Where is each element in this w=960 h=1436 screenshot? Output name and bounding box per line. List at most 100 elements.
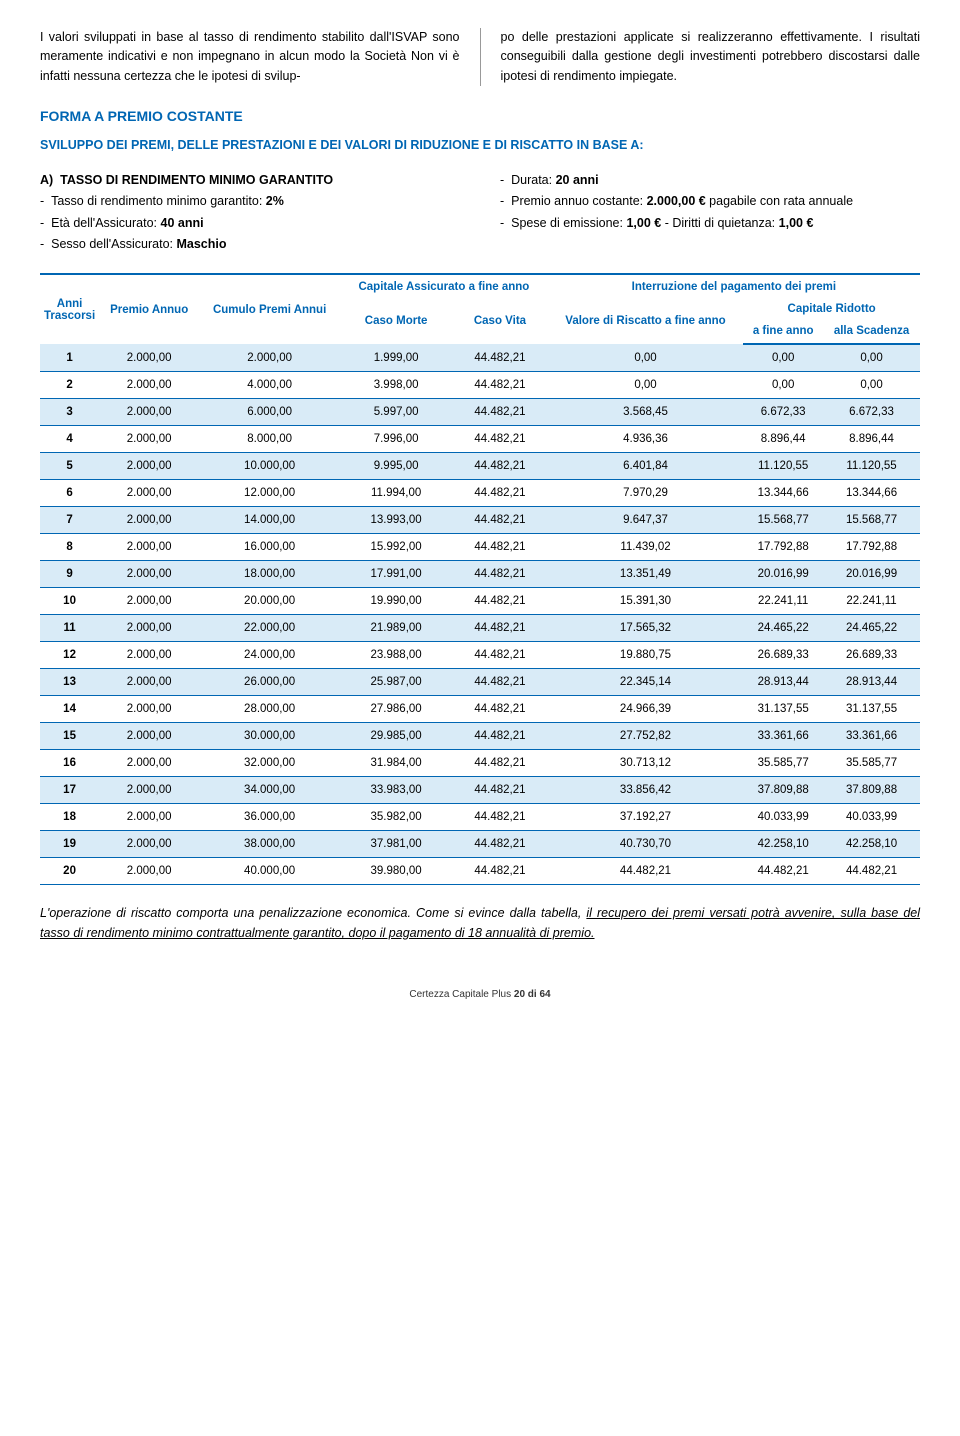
table-cell: 6.000,00 bbox=[199, 399, 340, 426]
table-cell: 11.994,00 bbox=[340, 480, 452, 507]
table-cell: 35.585,77 bbox=[823, 750, 920, 777]
table-cell: 18.000,00 bbox=[199, 561, 340, 588]
table-cell: 31.984,00 bbox=[340, 750, 452, 777]
table-cell: 44.482,21 bbox=[452, 588, 548, 615]
table-cell: 31.137,55 bbox=[743, 696, 823, 723]
table-cell: 11.120,55 bbox=[743, 453, 823, 480]
sc-l1-pre: Tasso di rendimento minimo garantito: bbox=[51, 194, 266, 208]
table-cell: 4.936,36 bbox=[548, 426, 744, 453]
table-row: 162.000,0032.000,0031.984,0044.482,2130.… bbox=[40, 750, 920, 777]
footnote-pre: L'operazione di riscatto comporta una pe… bbox=[40, 906, 586, 920]
table-cell: 16.000,00 bbox=[199, 534, 340, 561]
table-cell: 1 bbox=[40, 344, 99, 372]
table-cell: 44.482,21 bbox=[452, 696, 548, 723]
table-cell: 17.792,88 bbox=[743, 534, 823, 561]
table-cell: 1.999,00 bbox=[340, 344, 452, 372]
sc-r2-val: 2.000,00 € bbox=[647, 194, 706, 208]
table-row: 62.000,0012.000,0011.994,0044.482,217.97… bbox=[40, 480, 920, 507]
table-cell: 2.000,00 bbox=[99, 344, 199, 372]
table-cell: 44.482,21 bbox=[452, 669, 548, 696]
th-fineanno: a fine anno bbox=[743, 319, 823, 344]
table-cell: 2.000,00 bbox=[99, 750, 199, 777]
table-cell: 36.000,00 bbox=[199, 804, 340, 831]
table-cell: 28.000,00 bbox=[199, 696, 340, 723]
table-cell: 10 bbox=[40, 588, 99, 615]
table-cell: 24.465,22 bbox=[823, 615, 920, 642]
table-row: 92.000,0018.000,0017.991,0044.482,2113.3… bbox=[40, 561, 920, 588]
table-cell: 11.439,02 bbox=[548, 534, 744, 561]
th-riscatto: Valore di Riscatto a fine anno bbox=[548, 297, 744, 344]
sc-r2-post: pagabile con rata annuale bbox=[706, 194, 853, 208]
table-row: 102.000,0020.000,0019.990,0044.482,2115.… bbox=[40, 588, 920, 615]
table-cell: 16 bbox=[40, 750, 99, 777]
table-cell: 0,00 bbox=[743, 372, 823, 399]
table-cell: 2.000,00 bbox=[99, 588, 199, 615]
table-cell: 9 bbox=[40, 561, 99, 588]
table-cell: 19 bbox=[40, 831, 99, 858]
table-cell: 2.000,00 bbox=[99, 696, 199, 723]
page-footer: Certezza Capitale Plus 20 di 64 bbox=[40, 989, 920, 1000]
table-cell: 44.482,21 bbox=[452, 426, 548, 453]
table-cell: 39.980,00 bbox=[340, 858, 452, 885]
table-cell: 13.993,00 bbox=[340, 507, 452, 534]
table-cell: 32.000,00 bbox=[199, 750, 340, 777]
table-cell: 2.000,00 bbox=[99, 453, 199, 480]
table-cell: 2 bbox=[40, 372, 99, 399]
table-cell: 17.565,32 bbox=[548, 615, 744, 642]
table-cell: 44.482,21 bbox=[452, 858, 548, 885]
table-cell: 21.989,00 bbox=[340, 615, 452, 642]
table-cell: 12.000,00 bbox=[199, 480, 340, 507]
table-cell: 20.016,99 bbox=[743, 561, 823, 588]
table-cell: 40.000,00 bbox=[199, 858, 340, 885]
sc-r3-val: 1,00 € bbox=[626, 216, 661, 230]
column-divider bbox=[480, 28, 481, 86]
table-cell: 33.856,42 bbox=[548, 777, 744, 804]
table-cell: 22.345,14 bbox=[548, 669, 744, 696]
table-cell: 40.033,99 bbox=[823, 804, 920, 831]
table-cell: 19.880,75 bbox=[548, 642, 744, 669]
table-cell: 22.241,11 bbox=[823, 588, 920, 615]
table-cell: 8.896,44 bbox=[823, 426, 920, 453]
footnote: L'operazione di riscatto comporta una pe… bbox=[40, 903, 920, 943]
scenario-left: A) TASSO DI RENDIMENTO MINIMO GARANTITO … bbox=[40, 170, 460, 255]
scenario-a-title: TASSO DI RENDIMENTO MINIMO GARANTITO bbox=[60, 173, 333, 187]
table-row: 82.000,0016.000,0015.992,0044.482,2111.4… bbox=[40, 534, 920, 561]
table-cell: 7 bbox=[40, 507, 99, 534]
table-cell: 44.482,21 bbox=[452, 777, 548, 804]
table-cell: 2.000,00 bbox=[99, 561, 199, 588]
table-row: 112.000,0022.000,0021.989,0044.482,2117.… bbox=[40, 615, 920, 642]
table-cell: 22.241,11 bbox=[743, 588, 823, 615]
table-cell: 2.000,00 bbox=[99, 399, 199, 426]
table-cell: 37.192,27 bbox=[548, 804, 744, 831]
table-cell: 5.997,00 bbox=[340, 399, 452, 426]
table-cell: 28.913,44 bbox=[823, 669, 920, 696]
table-row: 142.000,0028.000,0027.986,0044.482,2124.… bbox=[40, 696, 920, 723]
table-row: 22.000,004.000,003.998,0044.482,210,000,… bbox=[40, 372, 920, 399]
table-cell: 2.000,00 bbox=[99, 723, 199, 750]
table-cell: 8.000,00 bbox=[199, 426, 340, 453]
table-cell: 8 bbox=[40, 534, 99, 561]
table-row: 42.000,008.000,007.996,0044.482,214.936,… bbox=[40, 426, 920, 453]
table-cell: 44.482,21 bbox=[452, 750, 548, 777]
scenario-a-letter: A) bbox=[40, 173, 53, 187]
scenario-right: - Durata: 20 anni - Premio annuo costant… bbox=[500, 170, 920, 255]
table-cell: 15 bbox=[40, 723, 99, 750]
table-cell: 19.990,00 bbox=[340, 588, 452, 615]
table-row: 122.000,0024.000,0023.988,0044.482,2119.… bbox=[40, 642, 920, 669]
table-cell: 20 bbox=[40, 858, 99, 885]
sc-r3-pre: Spese di emissione: bbox=[511, 216, 626, 230]
table-cell: 7.996,00 bbox=[340, 426, 452, 453]
table-cell: 30.713,12 bbox=[548, 750, 744, 777]
table-cell: 28.913,44 bbox=[743, 669, 823, 696]
table-cell: 42.258,10 bbox=[743, 831, 823, 858]
table-cell: 44.482,21 bbox=[452, 615, 548, 642]
table-cell: 12 bbox=[40, 642, 99, 669]
table-cell: 17 bbox=[40, 777, 99, 804]
sc-r1-pre: Durata: bbox=[511, 173, 555, 187]
table-cell: 27.986,00 bbox=[340, 696, 452, 723]
table-cell: 17.991,00 bbox=[340, 561, 452, 588]
table-cell: 15.568,77 bbox=[743, 507, 823, 534]
table-cell: 24.966,39 bbox=[548, 696, 744, 723]
intro-right: po delle prestazioni applicate si realiz… bbox=[501, 28, 921, 86]
heading: FORMA A PREMIO COSTANTE bbox=[40, 108, 920, 124]
